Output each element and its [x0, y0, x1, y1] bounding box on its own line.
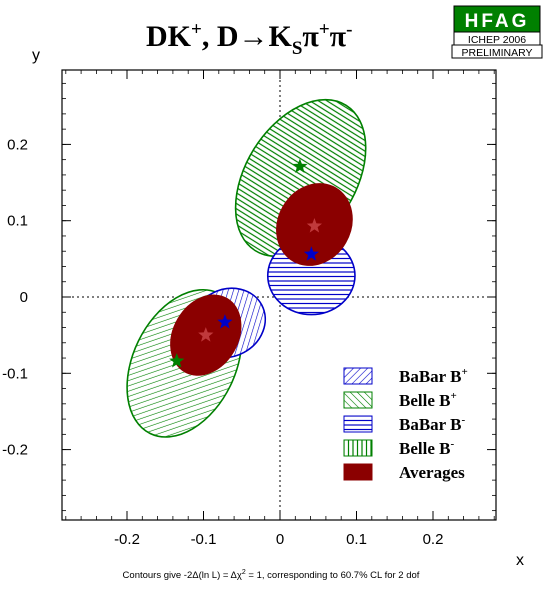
- legend-label: Averages: [399, 463, 465, 482]
- babar-b-plus-star: [217, 314, 233, 329]
- belle-b-minus-star: [292, 158, 308, 173]
- x-tick-label: 0: [276, 531, 284, 548]
- legend-label: BaBar B+: [399, 366, 468, 386]
- legend-swatch: [343, 391, 373, 409]
- axis-ticks: -0.2 -0.1 0 0.1 0.2 -0.2 -0.1 0 0.1 0.2: [2, 70, 496, 548]
- hfag-badge-name: HFAG: [465, 11, 530, 32]
- x-tick-label: -0.2: [114, 531, 140, 548]
- babar-b-minus-star: [303, 246, 319, 261]
- legend-label: BaBar B-: [399, 414, 466, 434]
- plot-frame: [61, 69, 497, 521]
- average-star-1: [198, 327, 214, 342]
- y-tick-label: 0.1: [7, 213, 28, 230]
- y-axis-label: y: [32, 47, 40, 64]
- legend: BaBar B+ Belle B+ BaBar B- Belle B- Averages: [343, 366, 468, 482]
- x-tick-label: 0.1: [346, 531, 367, 548]
- y-tick-label: 0.2: [7, 136, 28, 153]
- footnote: Contours give -2Δ(ln L) = Δχ2 = 1, corre…: [123, 569, 420, 581]
- x-axis-label: x: [516, 552, 524, 569]
- y-tick-label: 0: [20, 289, 28, 306]
- x-tick-label: 0.2: [423, 531, 444, 548]
- y-tick-label: -0.1: [2, 365, 28, 382]
- legend-label: Belle B-: [399, 438, 454, 458]
- hfag-badge: HFAG ICHEP 2006 PRELIMINARY: [451, 5, 543, 59]
- x-tick-label: -0.1: [191, 531, 217, 548]
- legend-label: Belle B+: [399, 390, 457, 410]
- y-tick-label: -0.2: [2, 442, 28, 459]
- legend-swatch: [343, 439, 373, 457]
- legend-swatch: [343, 367, 373, 385]
- belle-b-plus-star: [169, 353, 185, 368]
- hfag-badge-status: PRELIMINARY: [462, 47, 533, 59]
- chart-title: DK+, D→KSπ+π-: [146, 19, 352, 59]
- legend-swatch: [343, 463, 373, 481]
- hfag-badge-event: ICHEP 2006: [468, 34, 526, 46]
- central-value-markers: [169, 158, 323, 368]
- legend-swatch: [343, 415, 373, 433]
- average-star-2: [306, 218, 323, 233]
